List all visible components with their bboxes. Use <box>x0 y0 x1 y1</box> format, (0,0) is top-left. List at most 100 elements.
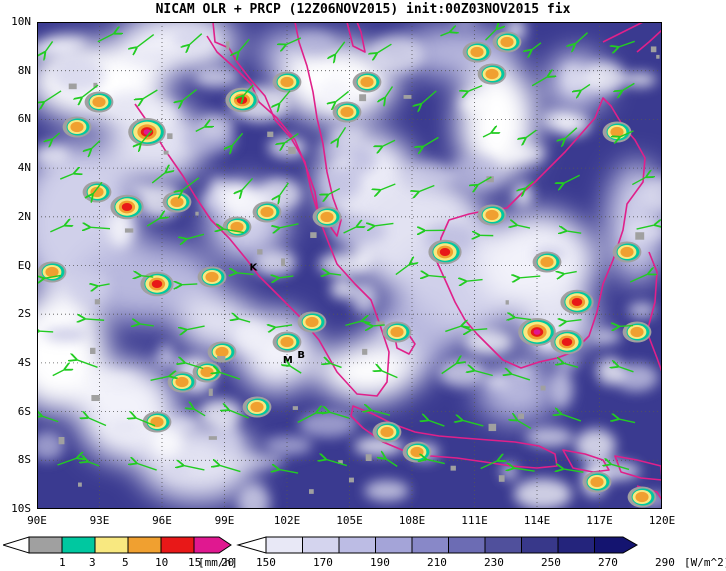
wind-vector <box>516 225 531 229</box>
precip-speck <box>375 321 385 326</box>
precip-cell-10mm <box>485 209 499 221</box>
wind-vector <box>138 324 154 326</box>
precip-speck <box>124 228 134 233</box>
cloud-fragment <box>43 327 89 342</box>
precip-cell-10mm <box>320 211 334 223</box>
precip-speck <box>94 299 101 305</box>
wind-vector <box>57 458 78 466</box>
precip-speck <box>77 482 82 487</box>
cloud-fragment <box>623 221 662 241</box>
cloud-fragment <box>129 184 155 195</box>
precip-cell-10mm <box>630 326 644 338</box>
latitude-label: 6S <box>17 404 31 418</box>
precip-legend-label: 20 <box>221 556 235 569</box>
cloud-fragment <box>234 319 267 351</box>
sumatra-coast <box>134 35 390 397</box>
wind-vector <box>89 227 111 229</box>
wind-vector <box>514 317 532 319</box>
colorbar-swatch <box>448 536 486 554</box>
cloud-fragment <box>151 426 183 457</box>
precip-cells <box>37 31 660 509</box>
wind-vector <box>420 90 437 105</box>
cloud-fragment <box>298 411 357 438</box>
precip-speck <box>450 465 456 471</box>
precip-cell-10mm <box>485 68 499 80</box>
precip-cell-10mm <box>410 446 424 458</box>
longitude-label: 114E <box>523 514 551 527</box>
wind-vector <box>243 84 254 96</box>
olr-legend-label: 290 <box>655 556 675 569</box>
wind-vector <box>345 321 362 327</box>
precip-speck <box>208 388 213 396</box>
wind-vector <box>92 181 103 195</box>
wind-vector <box>237 318 251 323</box>
wind-vector <box>289 365 302 374</box>
colorbar-swatch <box>127 536 162 554</box>
cloud-fragment <box>37 431 64 461</box>
cloud-fragment <box>613 363 659 392</box>
olr-legend-label: 210 <box>427 556 447 569</box>
wind-vector <box>279 182 289 197</box>
wind-vector <box>50 225 65 233</box>
wind-vector <box>219 372 241 380</box>
wind-vector <box>335 41 346 56</box>
precip-speck <box>359 94 367 102</box>
wind-vector <box>241 177 254 191</box>
colorbar-swatch <box>193 536 232 554</box>
wind-vector <box>325 459 348 467</box>
precip-speck <box>257 249 263 255</box>
olr-legend-label: 230 <box>484 556 504 569</box>
wind-vector <box>81 84 99 98</box>
longitude-label: 99E <box>214 514 235 527</box>
longitude-label: 117E <box>586 514 613 527</box>
wind-vector <box>610 464 630 471</box>
wind-vector <box>565 320 582 322</box>
wind-vector <box>97 284 110 286</box>
precip-speck <box>310 232 317 238</box>
cloud-fragment <box>555 353 579 371</box>
cloud-fragment <box>330 278 356 299</box>
precip-cell-10mm <box>45 266 59 278</box>
cloud-fragment <box>484 376 511 388</box>
cloud-fragment <box>453 22 477 28</box>
precip-cell-10mm <box>340 106 354 118</box>
precip-speck <box>208 436 217 440</box>
cloud-fragment <box>254 249 297 276</box>
olr-unit: [W/m^2] <box>684 556 726 569</box>
wind-vector <box>327 187 341 196</box>
cloud-fragment <box>459 93 489 114</box>
wind-vector <box>470 329 488 330</box>
wind-vector <box>632 177 647 186</box>
wind-vector <box>151 172 166 184</box>
precip-cell-10mm <box>70 121 84 133</box>
precip-cell-10mm <box>590 476 604 488</box>
wind-vector <box>193 408 206 417</box>
precip-cell-10mm <box>305 316 319 328</box>
colorbar-arrow-left <box>236 536 267 554</box>
precip-cell-15mm <box>571 297 583 307</box>
precip-speck <box>505 300 509 305</box>
precip-cell-10mm <box>260 206 274 218</box>
wind-vector <box>184 362 204 370</box>
precip-cell-10mm <box>205 271 219 283</box>
wind-vector <box>278 276 294 278</box>
cloud-fragment <box>364 480 410 502</box>
precip-cell-20mm <box>533 329 541 335</box>
wind-vector <box>563 174 580 183</box>
wind-vector <box>87 417 107 427</box>
cloud-fragment <box>596 357 624 385</box>
precip-cell-10mm <box>230 221 244 233</box>
cloud-fragment <box>640 175 662 213</box>
wind-vector <box>146 218 161 227</box>
wind-vector <box>562 469 584 473</box>
latitude-label: 2N <box>17 209 31 223</box>
wind-vector <box>477 176 492 185</box>
precip-speck <box>163 150 169 155</box>
cloud-fragment <box>167 416 198 434</box>
precip-speck <box>656 54 660 59</box>
cloud-fragment <box>194 67 240 88</box>
wind-vector <box>422 136 439 147</box>
wind-vector <box>236 273 254 275</box>
cloud-fragment <box>465 329 514 356</box>
latitude-label: 2S <box>17 307 31 321</box>
